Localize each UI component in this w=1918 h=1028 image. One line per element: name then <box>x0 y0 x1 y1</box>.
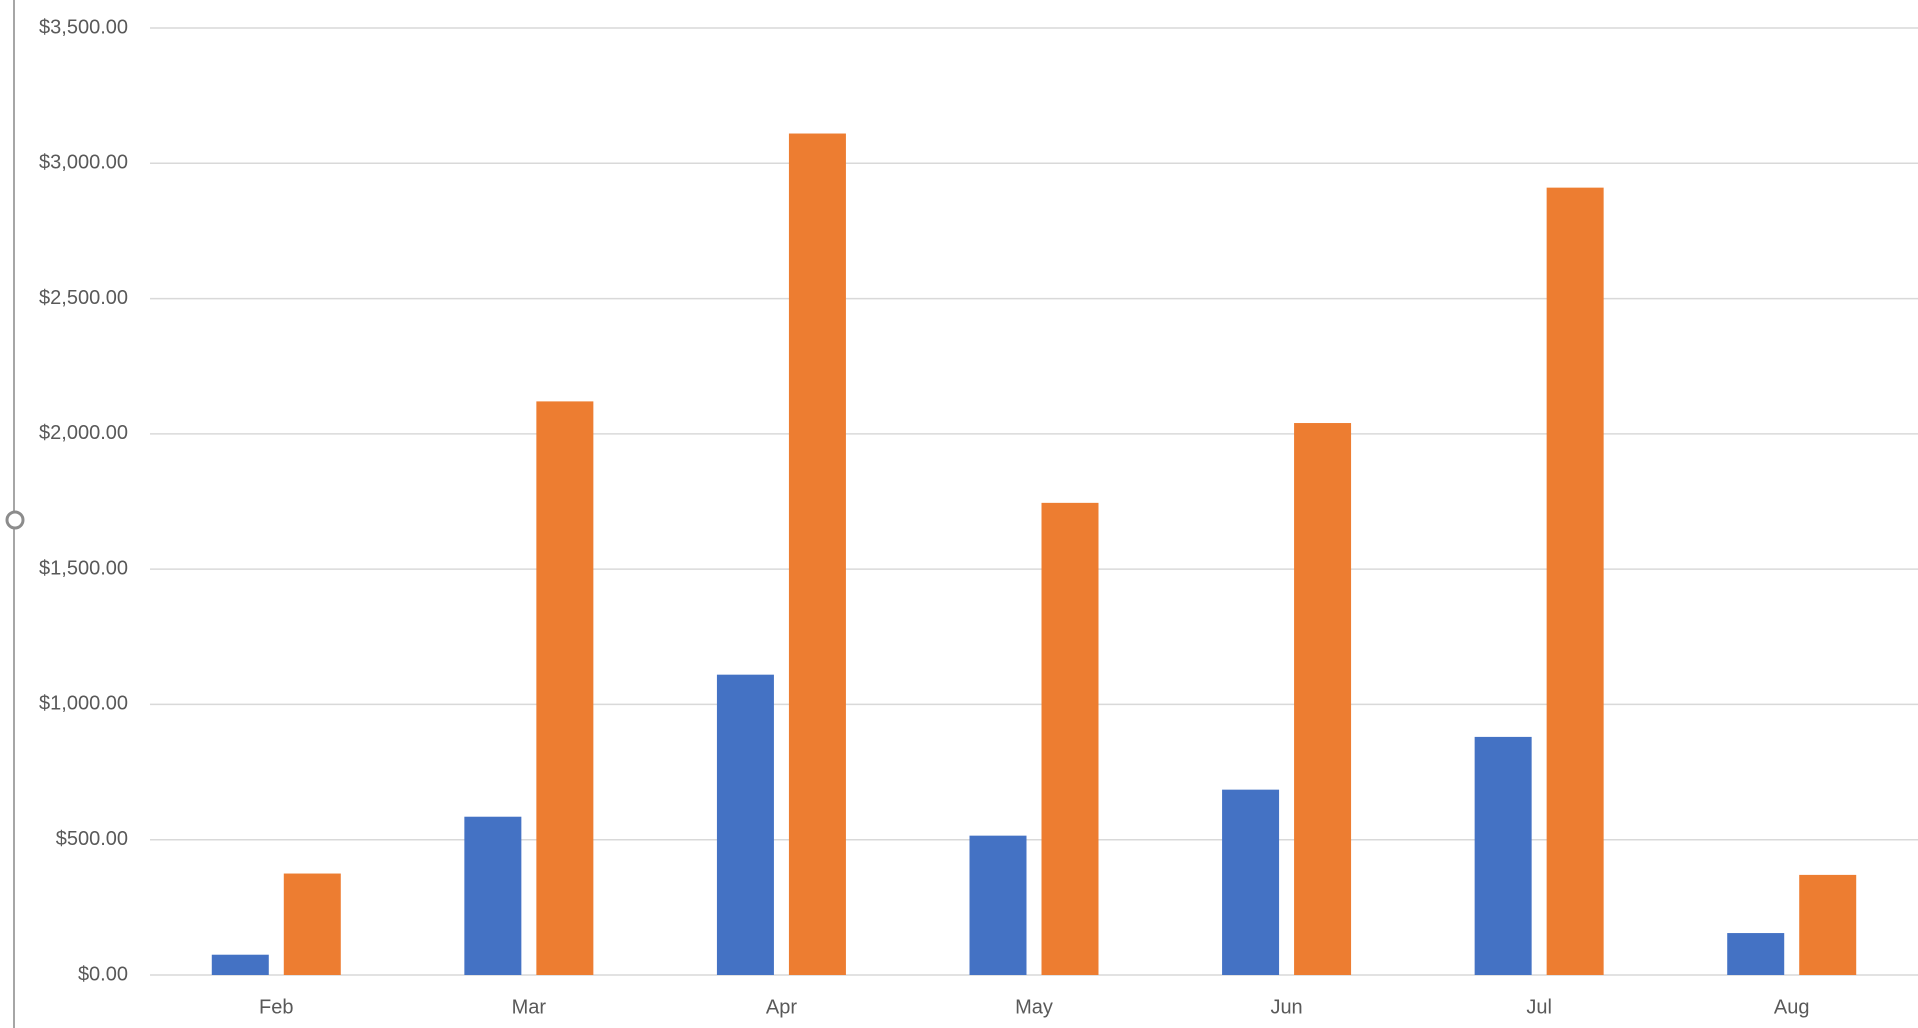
bar <box>1222 789 1280 975</box>
bar <box>1799 874 1857 975</box>
x-tick-label: Jul <box>1526 996 1552 1018</box>
bar <box>716 674 774 975</box>
y-tick-label: $2,000.00 <box>39 422 128 444</box>
bar <box>1474 736 1532 975</box>
x-tick-label: Apr <box>766 996 797 1018</box>
x-tick-label: Mar <box>512 996 547 1018</box>
bar <box>969 835 1027 975</box>
resize-handle[interactable] <box>5 510 25 530</box>
x-tick-label: Jun <box>1270 996 1302 1018</box>
x-tick-label: Aug <box>1774 996 1810 1018</box>
bar <box>283 873 341 975</box>
y-tick-label: $1,500.00 <box>39 557 128 579</box>
bar <box>1294 423 1352 975</box>
y-tick-label: $1,000.00 <box>39 693 128 715</box>
bar <box>536 401 594 976</box>
bar <box>211 954 269 975</box>
bar <box>788 133 846 976</box>
bar <box>464 816 522 975</box>
y-tick-label: $500.00 <box>56 828 128 850</box>
x-tick-label: May <box>1015 996 1053 1018</box>
bar <box>1727 933 1785 975</box>
y-tick-label: $2,500.00 <box>39 287 128 309</box>
y-tick-label: $3,500.00 <box>39 16 128 38</box>
x-tick-label: Feb <box>259 996 293 1018</box>
y-tick-label: $0.00 <box>78 963 128 985</box>
bar <box>1041 502 1099 975</box>
y-tick-label: $3,000.00 <box>39 152 128 174</box>
bar <box>1546 187 1604 975</box>
